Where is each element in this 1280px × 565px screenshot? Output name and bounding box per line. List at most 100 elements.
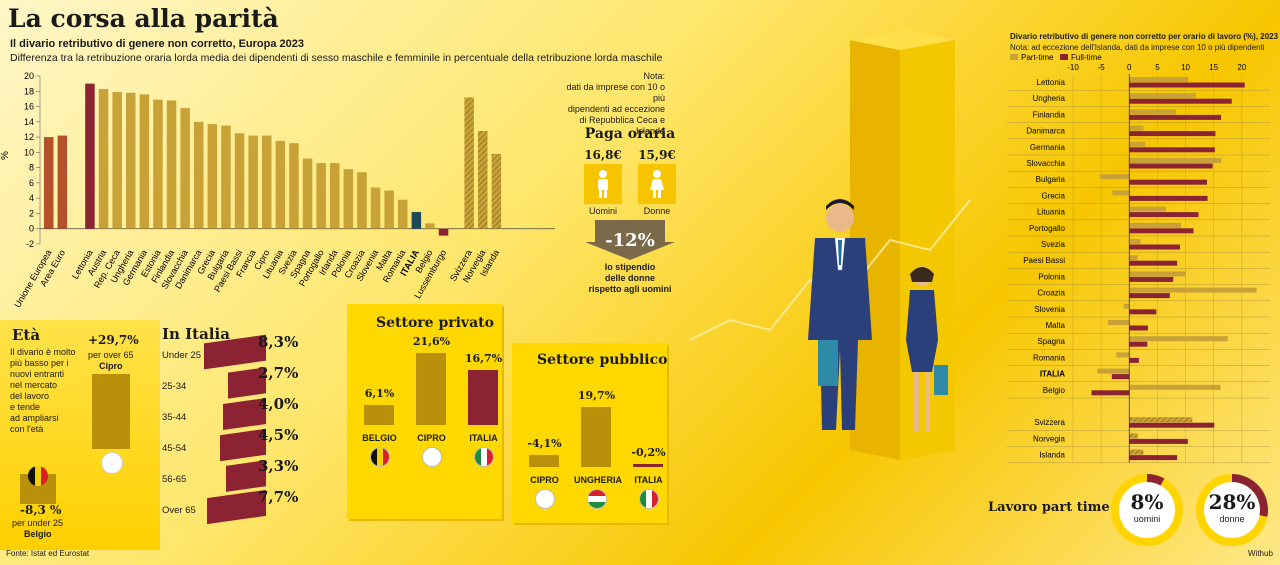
- cipro-flag-icon: [535, 489, 555, 509]
- bar-fulltime: [1129, 244, 1180, 250]
- note-line-3: di Repubblica Ceca e Islanda: [579, 115, 665, 136]
- bar: [234, 133, 245, 229]
- eta-title: Età: [12, 326, 41, 344]
- bar: [221, 125, 231, 229]
- bar: [384, 190, 394, 229]
- row-label: Lettonia: [1037, 78, 1066, 87]
- bar: [98, 88, 109, 229]
- sector-country: CIPRO: [530, 475, 559, 485]
- bar-fulltime: [1129, 228, 1194, 234]
- bar-parttime: [1129, 206, 1166, 212]
- age-value: 4,0%: [258, 395, 299, 413]
- age-value: 3,3%: [258, 457, 299, 475]
- tower-top: [850, 30, 955, 50]
- bar-fulltime: [1129, 422, 1215, 428]
- y-tick-label: 20: [24, 71, 34, 81]
- bar-parttime: [1129, 109, 1177, 115]
- y-axis-label: %: [0, 151, 11, 160]
- italia-flag-icon: [474, 447, 494, 467]
- eta-text-line: e tende: [10, 402, 41, 412]
- privato-chart: 6,1% BELGIO 21,6% CIPRO 16,7% ITALIA: [347, 335, 502, 515]
- bar: [289, 143, 299, 229]
- woman-icon: [638, 164, 676, 204]
- sector-value: -4,1%: [527, 437, 562, 450]
- page-description: Differenza tra la retribuzione oraria lo…: [10, 52, 663, 64]
- age-value: 4,5%: [258, 426, 299, 444]
- sector-value: 19,7%: [577, 389, 616, 402]
- bar: [491, 153, 502, 229]
- gap-arrow-icon: [585, 220, 675, 260]
- eta-panel: [0, 320, 160, 550]
- y-tick-label: 10: [24, 147, 34, 157]
- age-value: 8,3%: [258, 333, 299, 351]
- bar-fulltime: [1129, 293, 1170, 299]
- donut-arc: [1231, 474, 1268, 517]
- sector-country: CIPRO: [417, 433, 446, 443]
- bar-fulltime: [1129, 455, 1178, 461]
- eta-text-line: Il divario è molto: [10, 347, 76, 357]
- sector-bar: [468, 370, 498, 425]
- italia-flag-icon: [639, 489, 659, 509]
- bar-parttime: [1129, 125, 1144, 131]
- age-bar: [204, 334, 266, 370]
- bar-fulltime: [1129, 260, 1178, 266]
- age-label: 56-65: [162, 474, 187, 485]
- sector-value: 16,7%: [464, 352, 503, 365]
- eta-low-value: -8,3 %: [20, 503, 62, 517]
- bar: [248, 135, 258, 229]
- bar-parttime: [1129, 433, 1138, 439]
- italia-age-title: In Italia: [162, 325, 230, 343]
- sector-bar: [633, 464, 663, 467]
- cyprus-flag-icon: [101, 452, 123, 474]
- note-line-1: dati da imprese con 10 o più: [566, 82, 665, 103]
- row-label: Germania: [1030, 143, 1066, 152]
- legend-label: Full-time: [1071, 53, 1102, 62]
- pubblico-title: Settore pubblico: [537, 352, 668, 368]
- age-label: 25-34: [162, 381, 187, 392]
- bar: [316, 163, 326, 229]
- x-tick-label: 0: [1127, 63, 1132, 72]
- page-subtitle: Il divario retributivo di genere non cor…: [10, 38, 305, 50]
- gap-value: -12%: [605, 230, 655, 251]
- bar-fulltime: [1129, 82, 1245, 88]
- note-label: Nota:: [643, 71, 665, 81]
- row-label: Slovenia: [1034, 305, 1065, 314]
- sector-value: 21,6%: [412, 335, 451, 348]
- bar-fulltime: [1129, 438, 1188, 444]
- bar: [357, 172, 367, 229]
- woman-figure-icon: [906, 266, 948, 432]
- eta-text: Il divario è molto più basso per i nuovi…: [10, 347, 80, 435]
- bar: [126, 92, 136, 229]
- age-label: 35-44: [162, 412, 187, 423]
- women-wage: 15,9€: [638, 148, 676, 162]
- row-label: Svezia: [1041, 240, 1066, 249]
- bar: [343, 169, 354, 229]
- x-tick-label: 5: [1155, 63, 1160, 72]
- row-label: Finlandia: [1033, 110, 1066, 119]
- y-tick-label: 0: [29, 224, 34, 234]
- eta-text-line: più basso per i: [10, 358, 69, 368]
- row-label: Svizzera: [1034, 418, 1065, 427]
- x-tick-label: -10: [1067, 63, 1079, 72]
- bar: [302, 158, 313, 229]
- row-label: Malta: [1045, 321, 1065, 330]
- bar-fulltime: [1129, 357, 1139, 363]
- bar-parttime: [1129, 222, 1182, 228]
- bar-fulltime: [1129, 163, 1213, 169]
- bar-fulltime: [1129, 179, 1207, 185]
- eta-high-country: Cipro: [99, 361, 123, 371]
- sector-bar: [581, 407, 611, 467]
- legend-swatch: [1010, 54, 1018, 60]
- eta-low-label: per under 25: [12, 518, 64, 528]
- bar-parttime: [1129, 141, 1146, 147]
- note: Nota: dati da imprese con 10 o più dipen…: [555, 71, 665, 137]
- briefcase-icon: [934, 365, 948, 395]
- bar-parttime: [1129, 93, 1196, 99]
- row-label: ITALIA: [1040, 370, 1065, 379]
- eta-high-value: +29,7%: [88, 333, 139, 347]
- bar: [85, 83, 95, 229]
- cipro-flag-icon: [422, 447, 442, 467]
- x-tick-label: 20: [1237, 63, 1246, 72]
- row-label: Ungheria: [1033, 94, 1066, 103]
